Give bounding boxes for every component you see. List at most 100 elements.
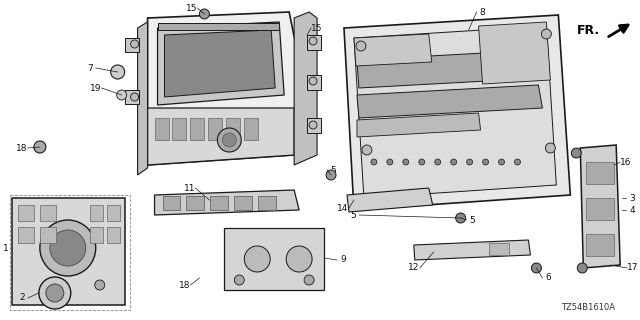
Circle shape: [541, 29, 552, 39]
Polygon shape: [18, 205, 34, 221]
Circle shape: [531, 263, 541, 273]
Text: 8: 8: [480, 7, 486, 17]
Polygon shape: [488, 243, 509, 255]
Polygon shape: [354, 34, 432, 66]
Circle shape: [467, 159, 472, 165]
Polygon shape: [586, 234, 614, 256]
Circle shape: [362, 145, 372, 155]
Polygon shape: [90, 227, 102, 243]
Text: 3: 3: [629, 194, 635, 203]
Circle shape: [419, 159, 425, 165]
Text: 16: 16: [620, 157, 632, 166]
Polygon shape: [227, 118, 240, 140]
Circle shape: [222, 133, 236, 147]
Circle shape: [545, 143, 556, 153]
Polygon shape: [157, 23, 279, 30]
Text: 11: 11: [184, 183, 195, 193]
Circle shape: [456, 213, 466, 223]
Circle shape: [309, 121, 317, 129]
Circle shape: [218, 128, 241, 152]
Circle shape: [200, 9, 209, 19]
Text: 15: 15: [186, 4, 197, 12]
Polygon shape: [354, 26, 556, 198]
Polygon shape: [414, 240, 531, 260]
Polygon shape: [580, 145, 620, 268]
Polygon shape: [148, 12, 307, 165]
Text: 5: 5: [350, 211, 356, 220]
Polygon shape: [294, 12, 317, 165]
Polygon shape: [357, 50, 543, 88]
Circle shape: [483, 159, 488, 165]
Polygon shape: [157, 22, 284, 105]
Polygon shape: [138, 22, 148, 175]
Polygon shape: [191, 118, 204, 140]
Text: 6: 6: [545, 274, 551, 283]
Circle shape: [515, 159, 520, 165]
Polygon shape: [163, 196, 180, 210]
Polygon shape: [107, 205, 120, 221]
Text: 5: 5: [330, 165, 336, 174]
Polygon shape: [154, 190, 299, 215]
Polygon shape: [40, 205, 56, 221]
Text: 2: 2: [19, 293, 25, 302]
Text: 7: 7: [87, 63, 93, 73]
Circle shape: [234, 275, 244, 285]
Circle shape: [309, 37, 317, 45]
Text: 14: 14: [337, 204, 349, 212]
Circle shape: [116, 90, 127, 100]
Circle shape: [572, 148, 581, 158]
Polygon shape: [344, 15, 570, 210]
Circle shape: [244, 246, 270, 272]
Polygon shape: [586, 162, 614, 184]
Polygon shape: [125, 90, 139, 104]
Polygon shape: [307, 118, 321, 133]
Polygon shape: [90, 205, 102, 221]
Text: 18: 18: [179, 281, 190, 290]
Polygon shape: [186, 196, 204, 210]
Text: 4: 4: [629, 205, 635, 214]
Polygon shape: [164, 30, 275, 97]
Polygon shape: [234, 196, 252, 210]
Circle shape: [304, 275, 314, 285]
Text: 19: 19: [90, 84, 102, 92]
Circle shape: [131, 93, 139, 101]
Polygon shape: [479, 22, 550, 84]
Polygon shape: [40, 227, 56, 243]
Polygon shape: [307, 75, 321, 90]
Polygon shape: [225, 228, 324, 290]
Polygon shape: [347, 188, 433, 212]
Circle shape: [499, 159, 504, 165]
Polygon shape: [586, 198, 614, 220]
Text: FR.: FR.: [577, 23, 600, 36]
Circle shape: [435, 159, 441, 165]
Polygon shape: [244, 118, 259, 140]
Polygon shape: [209, 118, 222, 140]
Polygon shape: [107, 227, 120, 243]
Polygon shape: [307, 35, 321, 50]
Circle shape: [46, 284, 64, 302]
Circle shape: [50, 230, 86, 266]
Polygon shape: [173, 118, 186, 140]
Text: 12: 12: [408, 263, 419, 273]
Circle shape: [286, 246, 312, 272]
Circle shape: [403, 159, 409, 165]
Circle shape: [326, 170, 336, 180]
Circle shape: [111, 65, 125, 79]
Polygon shape: [154, 118, 168, 140]
Polygon shape: [125, 38, 139, 52]
Polygon shape: [148, 108, 294, 165]
Circle shape: [131, 40, 139, 48]
Circle shape: [34, 141, 46, 153]
Circle shape: [356, 41, 366, 51]
Circle shape: [309, 77, 317, 85]
Circle shape: [371, 159, 377, 165]
Text: 17: 17: [627, 263, 639, 273]
Polygon shape: [357, 85, 543, 118]
Text: 15: 15: [311, 23, 323, 33]
Polygon shape: [18, 227, 34, 243]
Circle shape: [387, 159, 393, 165]
Circle shape: [40, 220, 96, 276]
Circle shape: [95, 280, 105, 290]
Polygon shape: [357, 113, 481, 137]
Circle shape: [451, 159, 457, 165]
